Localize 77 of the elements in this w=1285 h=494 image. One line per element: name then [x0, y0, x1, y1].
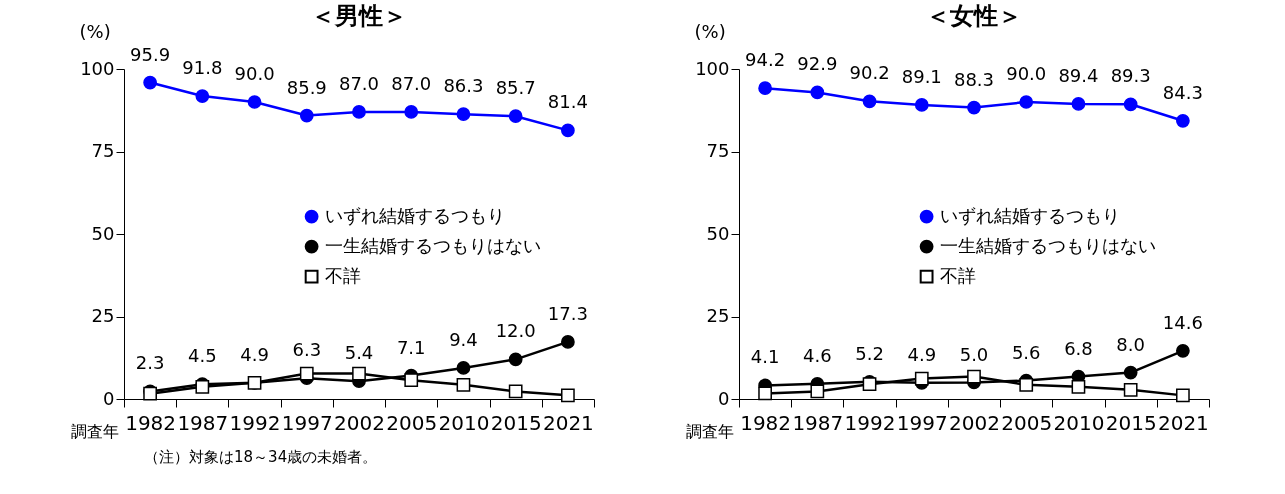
data-label: 6.8 — [1064, 337, 1093, 359]
data-label: 14.6 — [1162, 311, 1203, 333]
data-label: 4.6 — [803, 344, 832, 366]
data-label: 88.3 — [953, 68, 995, 90]
y-tick-label: 25 — [91, 305, 115, 326]
x-tick-label: 1987 — [177, 410, 229, 435]
data-label: 12.0 — [495, 320, 536, 342]
data-label: 89.3 — [1110, 65, 1151, 87]
y-axis-title: (%) — [694, 20, 726, 42]
x-tick-label: 1997 — [896, 410, 948, 435]
x-axis-title: 調査年 — [70, 421, 119, 441]
x-tick-label: 1982 — [740, 410, 792, 435]
data-label: 86.3 — [443, 75, 484, 97]
data-label: 5.2 — [855, 342, 884, 364]
y-tick-label: 50 — [91, 222, 115, 244]
legend-label: 不詳 — [324, 264, 361, 286]
x-tick-label: 2002 — [334, 410, 385, 435]
x-tick-label: 1992 — [229, 410, 281, 435]
y-tick-label: 100 — [80, 57, 115, 79]
data-label: 6.3 — [292, 339, 322, 361]
legend-label: 不詳 — [939, 264, 976, 286]
y-tick-label: 0 — [103, 387, 115, 409]
data-label: 89.1 — [901, 65, 942, 87]
y-tick-label: 50 — [706, 222, 730, 244]
legend-label: いずれ結婚するつもり — [939, 204, 1120, 226]
data-label: 4.5 — [188, 345, 217, 367]
x-tick-label: 2010 — [1053, 410, 1105, 435]
data-label: 17.3 — [547, 302, 588, 324]
x-tick-label: 1992 — [844, 410, 896, 435]
x-tick-label: 2015 — [490, 410, 542, 435]
x-tick-label: 1982 — [125, 410, 177, 435]
data-label: 87.0 — [338, 72, 380, 94]
data-label: 87.0 — [391, 72, 432, 94]
y-tick-label: 0 — [718, 387, 730, 409]
x-tick-label: 2010 — [438, 410, 490, 435]
data-label: 95.9 — [130, 43, 171, 65]
data-label: 90.0 — [1006, 63, 1047, 84]
data-label: 89.4 — [1058, 64, 1099, 86]
y-tick-label: 25 — [706, 305, 730, 326]
y-tick-label: 75 — [706, 140, 730, 161]
data-label: 90.0 — [234, 63, 275, 84]
x-tick-label: 1987 — [792, 410, 844, 435]
data-label: 5.6 — [1011, 341, 1041, 363]
y-axis-title: (%) — [79, 20, 111, 42]
chart-title: ＜女性＞ — [926, 2, 1022, 30]
data-label: 5.4 — [344, 342, 374, 364]
data-label: 85.9 — [286, 76, 327, 98]
data-label: 81.4 — [547, 91, 588, 113]
data-label: 92.9 — [797, 53, 838, 75]
legend-label: いずれ結婚するつもり — [324, 204, 505, 226]
data-label: 5.0 — [959, 343, 989, 365]
y-tick-label: 75 — [91, 140, 115, 161]
x-tick-label: 2015 — [1105, 410, 1157, 435]
chart-title: ＜男性＞ — [311, 2, 407, 30]
data-label: 9.4 — [449, 328, 478, 350]
legend-label: 一生結婚するつもりはない — [324, 234, 541, 256]
x-tick-label: 2021 — [542, 410, 594, 435]
data-label: 94.2 — [745, 49, 786, 71]
data-label: 2.3 — [135, 352, 165, 374]
x-tick-label: 2021 — [1157, 410, 1209, 435]
x-tick-label: 2005 — [1001, 410, 1053, 435]
data-label: 85.7 — [495, 77, 536, 99]
data-label: 4.9 — [240, 343, 269, 365]
data-label: 84.3 — [1162, 81, 1203, 103]
text: （注）対象は18～34歳の未婚者。 — [144, 448, 378, 466]
data-label: 90.2 — [849, 62, 890, 84]
x-tick-label: 2005 — [386, 410, 438, 435]
x-tick-label: 2002 — [949, 410, 1000, 435]
data-label: 8.0 — [1116, 333, 1145, 355]
data-label: 91.8 — [182, 57, 223, 79]
data-label: 4.1 — [750, 346, 780, 368]
data-label: 7.1 — [396, 336, 426, 358]
x-axis-title: 調査年 — [685, 421, 734, 441]
y-tick-label: 100 — [695, 57, 730, 79]
x-tick-label: 1997 — [281, 410, 333, 435]
legend-label: 一生結婚するつもりはない — [939, 234, 1156, 256]
data-label: 4.9 — [907, 343, 937, 365]
